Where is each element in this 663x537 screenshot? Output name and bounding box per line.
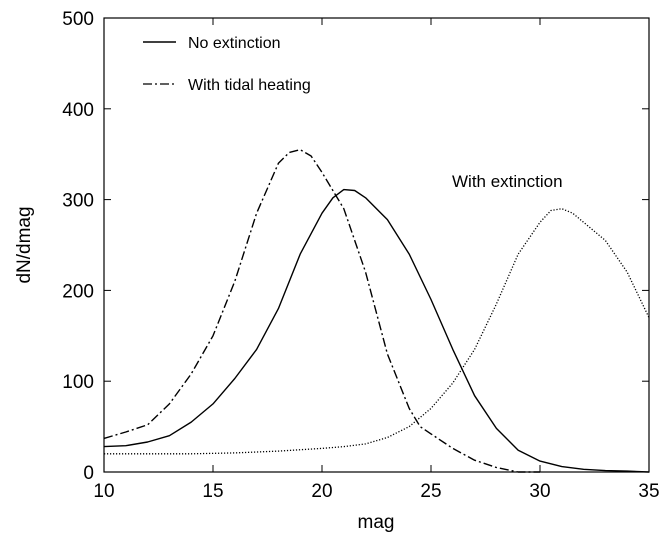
x-tick-label: 25 — [420, 481, 441, 502]
series-line-extinction — [104, 208, 650, 455]
annotation-with-extinction: With extinction — [452, 172, 563, 191]
x-tick-label: 30 — [529, 481, 550, 502]
series-line-tidal-heating — [103, 149, 540, 473]
y-tick-label: 300 — [62, 191, 94, 212]
x-axis-title: mag — [358, 512, 395, 533]
legend-label-no-extinction: No extinction — [188, 35, 281, 52]
y-tick-label: 0 — [83, 463, 94, 484]
legend-label-tidal-heating: With tidal heating — [188, 77, 311, 94]
y-axis-title: dN/dmag — [14, 206, 35, 283]
x-tick-label: 35 — [638, 481, 659, 502]
plot-frame — [103, 17, 650, 473]
y-tick-label: 100 — [62, 372, 94, 393]
series-layer — [103, 149, 650, 473]
x-tick-label: 20 — [311, 481, 332, 502]
x-tick-label: 15 — [202, 481, 223, 502]
y-tick-label: 200 — [62, 281, 94, 302]
x-tick-label: 10 — [93, 481, 114, 502]
series-line-no-extinction — [103, 188, 650, 473]
legend: No extinction With tidal heating — [143, 35, 311, 94]
axis-ticks: 10 15 20 25 30 35 0 100 200 300 400 500 — [62, 9, 659, 502]
y-tick-label: 400 — [62, 100, 94, 121]
y-tick-label: 500 — [62, 9, 94, 30]
